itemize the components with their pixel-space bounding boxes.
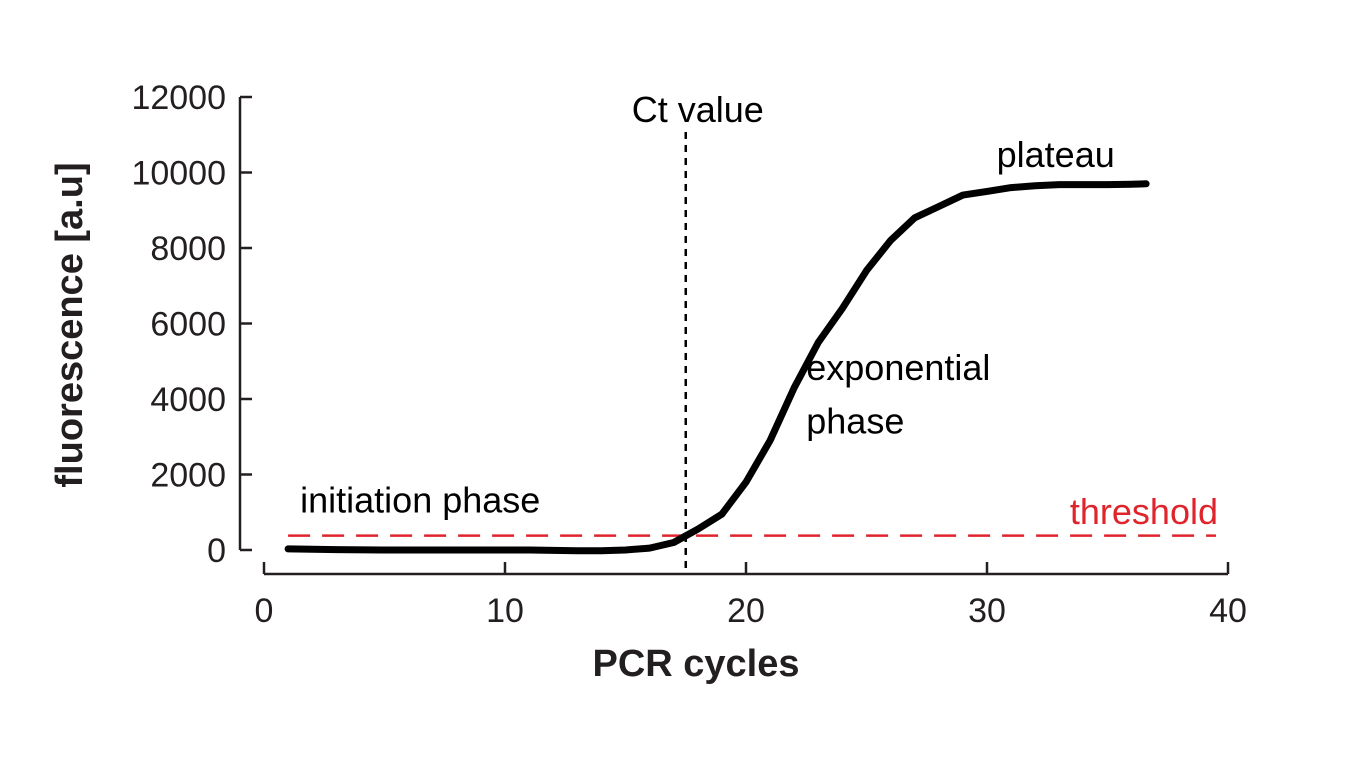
- x-tick-label: 30: [968, 592, 1006, 630]
- phase-annotation: exponential: [806, 347, 990, 388]
- phase-annotations: initiation phase plateau exponential phase: [300, 134, 1115, 520]
- markers: [288, 132, 1216, 574]
- x-ticks: 0 10 20 30 40: [255, 562, 1247, 630]
- y-tick-label: 0: [207, 532, 226, 570]
- phase-annotation: initiation phase: [300, 479, 540, 520]
- phase-annotation: phase: [806, 401, 904, 442]
- y-tick-label: 10000: [131, 155, 226, 193]
- phase-annotation: plateau: [997, 134, 1115, 175]
- y-axis-title: fluorescence [a.u]: [49, 162, 91, 487]
- labels: Ct value threshold initiation phase plate…: [49, 89, 1218, 685]
- y-tick-label: 8000: [150, 230, 226, 268]
- y-tick-label: 4000: [150, 381, 226, 419]
- threshold-label: threshold: [1070, 491, 1218, 532]
- y-ticks: 0 2000 4000 6000 8000 10000 12000: [131, 79, 252, 570]
- x-tick-label: 40: [1209, 592, 1247, 630]
- x-tick-label: 10: [486, 592, 524, 630]
- x-axis-title: PCR cycles: [592, 643, 799, 685]
- y-tick-label: 12000: [131, 79, 226, 117]
- ct-value-label: Ct value: [632, 89, 764, 130]
- x-tick-label: 20: [727, 592, 765, 630]
- amplification-curve: [284, 180, 1150, 555]
- y-tick-label: 6000: [150, 306, 226, 344]
- x-tick-label: 0: [255, 592, 274, 630]
- y-tick-label: 2000: [150, 457, 226, 495]
